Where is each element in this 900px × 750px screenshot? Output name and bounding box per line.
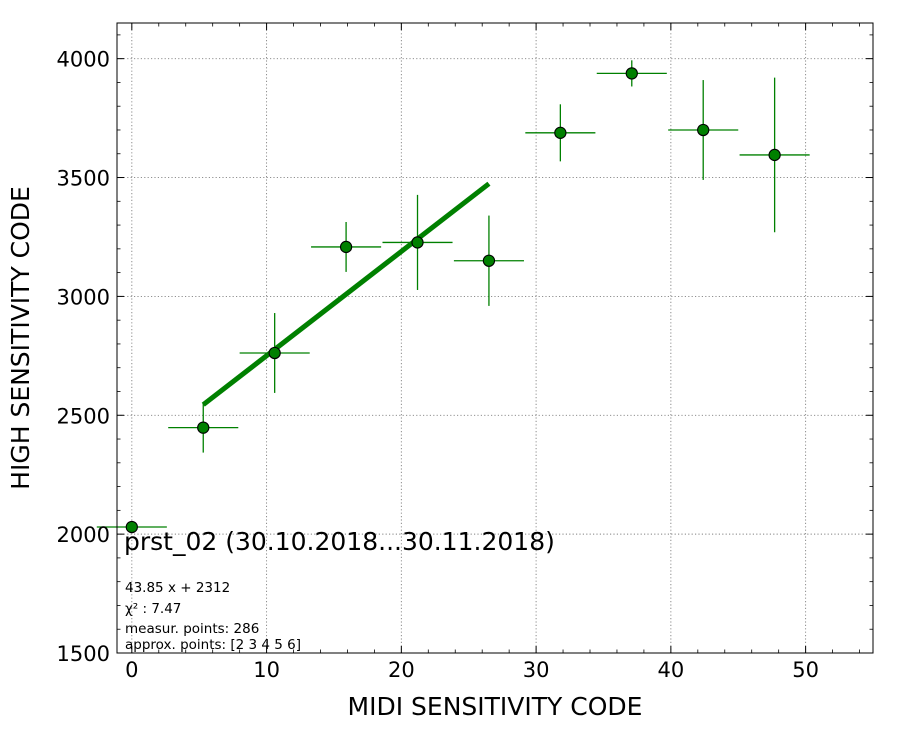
data-point [197, 421, 210, 434]
fit-line [201, 181, 491, 407]
data-point [411, 236, 424, 249]
data-point [268, 346, 281, 360]
y-tick-label: 1500 [57, 642, 110, 666]
chart-title: prst_02 (30.10.2018...30.11.2018) [124, 527, 555, 556]
data-point [554, 126, 567, 139]
y-tick-label: 3000 [57, 285, 110, 309]
x-tick-label: 10 [253, 658, 280, 682]
y-tick-label: 4000 [57, 48, 110, 72]
x-axis-label: MIDI SENSITIVITY CODE [348, 692, 643, 721]
axis-ticks [117, 23, 873, 654]
x-tick-label: 30 [523, 658, 550, 682]
x-tick-labels: 0 10 20 30 40 50 [125, 658, 819, 682]
plot-background [117, 23, 873, 653]
data-point [697, 123, 710, 137]
data-point [625, 67, 638, 80]
y-tick-label: 2000 [57, 523, 110, 547]
y-axis-label: HIGH SENSITIVITY CODE [6, 186, 35, 490]
data-point [768, 148, 781, 162]
data-point [339, 240, 353, 254]
annotation-chi2: χ² : 7.47 [125, 601, 181, 617]
annotation-measur-points: measur. points: 286 [125, 621, 259, 637]
x-tick-label: 40 [657, 658, 684, 682]
y-tick-label: 3500 [57, 167, 110, 191]
annotation-approx-points: approx. points: [2 3 4 5 6] [125, 637, 301, 653]
data-point [125, 520, 138, 534]
data-point [482, 254, 496, 267]
fit-line-group [201, 181, 491, 407]
plot-frame [116, 22, 874, 654]
x-tick-label: 0 [125, 658, 138, 682]
annotation-fit-equation: 43.85 x + 2312 [125, 580, 230, 596]
y-tick-labels: 1500 2000 2500 3000 3500 4000 [57, 48, 110, 666]
y-tick-label: 2500 [57, 404, 110, 428]
x-tick-label: 20 [388, 658, 415, 682]
data-points [125, 67, 781, 534]
x-tick-label: 50 [792, 658, 819, 682]
